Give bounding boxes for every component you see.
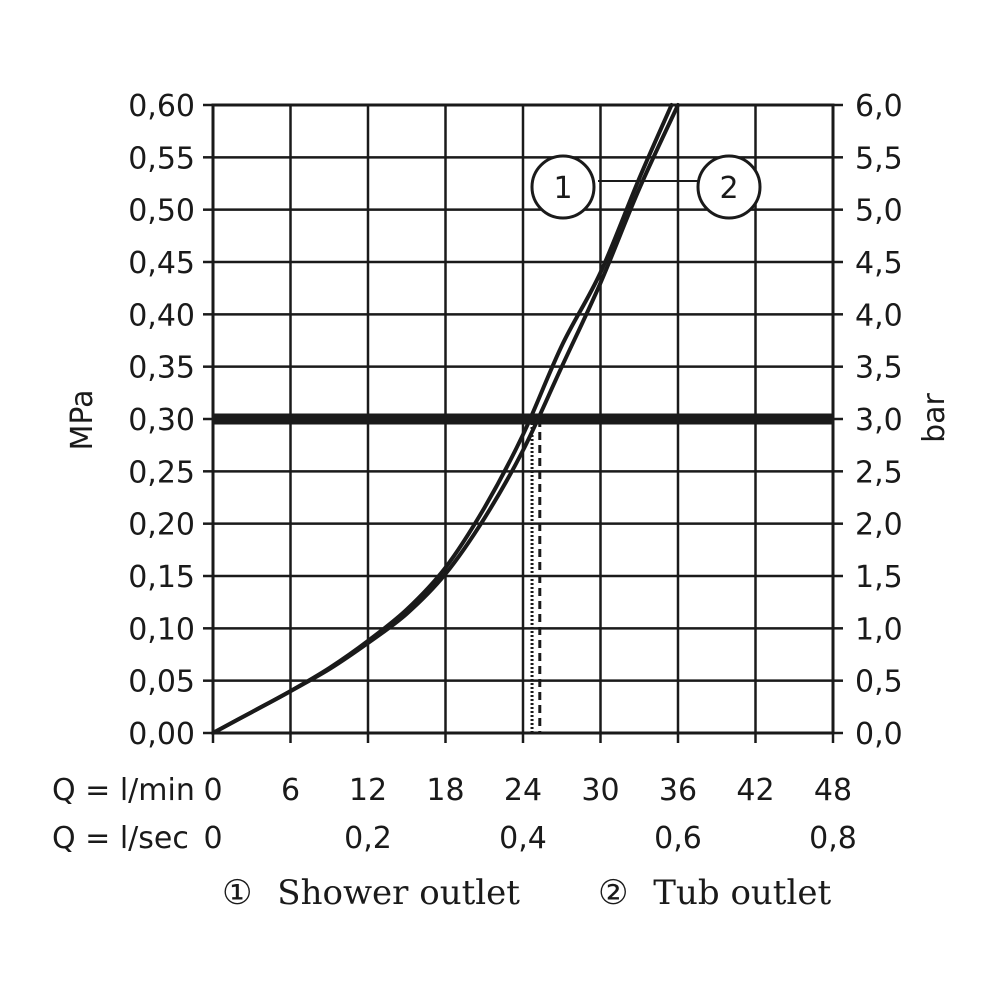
legend-marker-2: ② — [598, 873, 628, 913]
legend: ① Shower outlet ② Tub outlet — [222, 873, 831, 913]
x-tick-label-lmin: 24 — [504, 773, 542, 808]
x-tick-label-lmin: 0 — [203, 773, 222, 808]
right-tick-label: 0,5 — [855, 665, 903, 700]
callout-circle-2 — [696, 154, 762, 220]
left-axis-title: MPa — [65, 389, 100, 450]
left-tick-label: 0,30 — [128, 403, 195, 438]
right-tick-label: 3,0 — [855, 403, 903, 438]
right-tick-label: 4,0 — [855, 298, 903, 333]
right-tick-label: 4,5 — [855, 246, 903, 281]
callout-label-2: 2 — [719, 171, 738, 206]
series-group — [211, 103, 680, 735]
left-tick-label: 0,50 — [128, 194, 195, 229]
left-tick-label: 0,55 — [128, 141, 195, 176]
legend-item-2: ② Tub outlet — [598, 873, 831, 913]
right-tick-label: 2,5 — [855, 455, 903, 490]
left-tick-label: 0,15 — [128, 560, 195, 595]
x-axis-lmin-title: Q = l/min — [52, 773, 195, 808]
x-axis-lsec-title: Q = l/sec — [52, 821, 189, 856]
legend-marker-1: ① — [222, 873, 252, 913]
right-tick-label: 2,0 — [855, 508, 903, 543]
callout-label-1: 1 — [553, 171, 572, 206]
legend-label-1: Shower outlet — [277, 873, 520, 913]
x-tick-label-lmin: 36 — [659, 773, 697, 808]
left-tick-label: 0,35 — [128, 351, 195, 386]
x-tick-label-lmin: 12 — [349, 773, 387, 808]
series-line-2 — [211, 103, 680, 735]
callout: 1 2 — [530, 154, 762, 220]
right-tick-label: 1,5 — [855, 560, 903, 595]
right-axis-title: bar — [917, 392, 952, 442]
right-tick-label: 5,0 — [855, 194, 903, 229]
x-tick-label-lmin: 42 — [736, 773, 774, 808]
right-tick-label: 6,0 — [855, 89, 903, 124]
x-tick-label-lmin: 18 — [426, 773, 464, 808]
callout-circle-1 — [530, 154, 596, 220]
plot-frame — [203, 103, 843, 743]
legend-label-2: Tub outlet — [653, 873, 831, 913]
right-tick-label: 5,5 — [855, 141, 903, 176]
left-tick-label: 0,45 — [128, 246, 195, 281]
right-tick-label: 0,0 — [855, 717, 903, 752]
x-tick-label-lmin: 6 — [281, 773, 300, 808]
right-tick-label: 3,5 — [855, 351, 903, 386]
left-tick-label: 0,25 — [128, 455, 195, 490]
x-tick-label-lsec: 0 — [203, 821, 222, 856]
left-tick-label: 0,00 — [128, 717, 195, 752]
left-tick-label: 0,05 — [128, 665, 195, 700]
left-tick-label: 0,40 — [128, 298, 195, 333]
left-tick-label: 0,60 — [128, 89, 195, 124]
x-tick-label-lmin: 30 — [581, 773, 619, 808]
plot-border — [211, 103, 835, 735]
left-tick-label: 0,20 — [128, 508, 195, 543]
x-tick-label-lsec: 0,4 — [499, 821, 547, 856]
x-tick-label-lsec: 0,2 — [344, 821, 392, 856]
right-tick-label: 1,0 — [855, 612, 903, 647]
x-tick-label-lsec: 0,8 — [809, 821, 857, 856]
x-tick-label-lsec: 0,6 — [654, 821, 702, 856]
left-tick-label: 0,10 — [128, 612, 195, 647]
x-tick-label-lmin: 48 — [814, 773, 852, 808]
tick-labels: 0,00 0,00,05 0,50,10 1,00,15 1,50,20 2,00,25 2… — [128, 89, 903, 856]
legend-item-1: ① Shower outlet — [222, 873, 520, 913]
